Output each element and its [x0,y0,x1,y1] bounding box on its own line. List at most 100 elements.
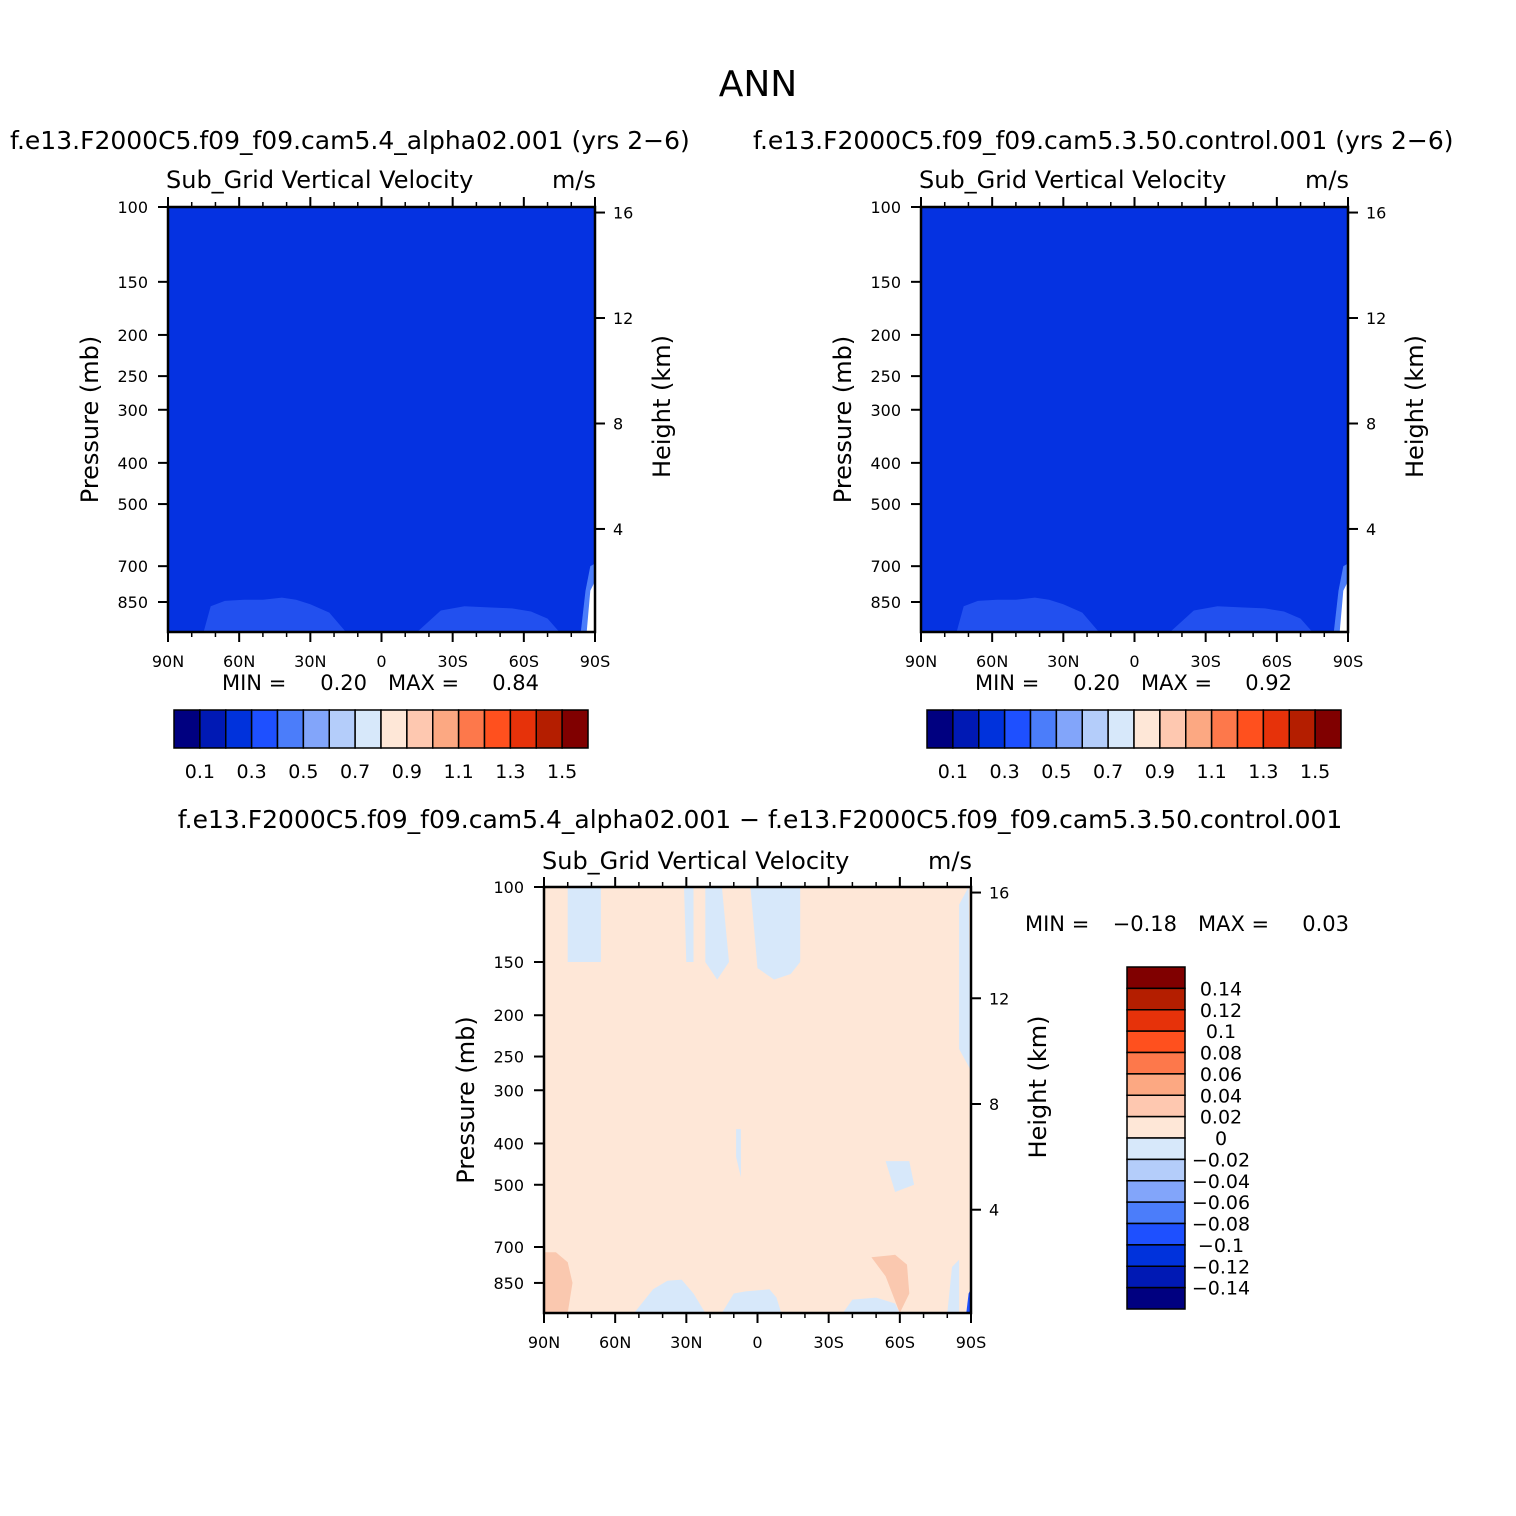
pressure-tick-label: 100 [117,198,148,217]
lat-tick-label: 60N [599,1333,631,1352]
colorbar-box [1126,1030,1186,1054]
diff-min-value: −0.18 [1113,912,1177,936]
control-units: m/s [1305,166,1349,194]
colorbar-label: 1.3 [495,761,525,783]
lat-tick-label: 90S [956,1333,987,1352]
pressure-tick-label: 300 [117,401,148,420]
positive-contour [871,1254,910,1313]
height-tick-label: 12 [989,989,1009,1008]
colorbar-box [1210,709,1239,749]
colorbar-label: 0.1 [1206,1021,1236,1043]
pressure-tick-label: 700 [870,557,901,576]
pressure-tick-label: 400 [870,454,901,473]
colorbar-box [1133,709,1161,749]
colorbar-label: 0.1 [185,761,215,783]
colorbar-box [1288,709,1316,749]
colorbar-label: 1.5 [547,761,577,783]
pressure-tick-label: 150 [117,273,148,292]
lat-tick-label: 0 [376,652,386,671]
diff-min-label: MIN = [1025,912,1089,936]
colorbar-box [483,709,512,749]
colorbar-label: 0.08 [1200,1043,1242,1065]
colorbar-box [952,709,980,749]
pressure-tick-label: 250 [870,367,901,386]
pressure-tick-label: 200 [117,326,148,345]
colorbar-box [1126,1009,1186,1032]
field-fill [168,207,595,632]
colorbar-label: 0.5 [1041,761,1071,783]
colorbar-label: 1.1 [443,761,473,783]
positive-contour [544,1252,573,1313]
diff-colorbar: 0.140.120.10.080.060.040.020−0.02−0.04−0… [1126,966,1250,1310]
colorbar-label: 1.1 [1196,761,1226,783]
colorbar-box [1126,966,1186,990]
height-tick-label: 12 [613,309,633,328]
low-level-contour [203,597,346,632]
pressure-tick-label: 150 [493,953,524,972]
height-tick-label: 4 [1366,520,1376,539]
pressure-tick-label: 200 [493,1006,524,1025]
pressure-tick-label: 250 [117,367,148,386]
colorbar-box [1236,709,1265,749]
colorbar-box [1126,1180,1186,1203]
pressure-tick-label: 700 [117,557,148,576]
colorbar-label: −0.04 [1192,1171,1250,1193]
colorbar-label: 0.1 [938,761,968,783]
colorbar-box [380,709,408,749]
colorbar-label: 0 [1215,1128,1227,1150]
pressure-tick-label: 500 [870,495,901,514]
negative-contour [959,887,971,1071]
control-max-value: 0.92 [1245,671,1292,695]
negative-contour [721,1289,782,1313]
diff-plot: 100 150 200 250 300 400 500 700 850 16 12 8 4 90N 60N 3… [452,877,1052,1352]
negative-contour [842,1297,900,1313]
negative-contour [947,1259,960,1313]
colorbar-box [509,709,538,749]
test-min-label: MIN = [222,671,286,695]
control-min-value: 0.20 [1073,671,1120,695]
colorbar-label: 0.3 [236,761,266,783]
colorbar-box [1003,709,1032,749]
pressure-tick-label: 400 [117,454,148,473]
colorbar-box [432,709,460,749]
lat-tick-label: 0 [1129,652,1139,671]
diff-units: m/s [928,847,972,875]
height-tick-label: 16 [613,204,633,223]
negative-contour [750,887,801,980]
colorbar-label: 0.06 [1200,1064,1242,1086]
pressure-tick-label: 850 [493,1274,524,1293]
terrain-mask [586,581,595,632]
negative-contour [567,887,601,962]
lat-tick-label: 90N [905,652,937,671]
negative-contour [634,1279,706,1313]
negative-contour [684,887,694,962]
lat-tick-label: 60N [223,652,255,671]
colorbar-box [457,709,486,749]
test-case-title: f.e13.F2000C5.f09_f09.cam5.4_alpha02.001… [10,126,690,155]
pressure-tick-label: 850 [870,593,901,612]
colorbar-box [926,709,954,749]
diff-min-max: MIN = −0.18 MAX = 0.03 [1025,912,1349,936]
colorbar-box [199,709,227,749]
test-colorbar: 0.1 0.3 0.5 0.7 0.9 1.1 1.3 1.5 [173,709,589,783]
lat-tick-label: 30N [1047,652,1079,671]
colorbar-box [1107,709,1135,749]
colorbar-label: 0.14 [1200,978,1242,1000]
lat-tick-label: 30N [670,1333,702,1352]
y-axis-label: Pressure (mb) [829,336,857,503]
height-tick-label: 8 [1366,414,1376,433]
test-plot: 100 150 200 250 300 400 500 700 850 16 12 8 4 90N 60N 3… [76,197,676,671]
colorbar-label: 1.3 [1248,761,1278,783]
colorbar-box [1081,709,1109,749]
colorbar-box [225,709,253,749]
colorbar-box [535,709,563,749]
lat-tick-label: 60S [1262,652,1293,671]
colorbar-box [1314,709,1342,749]
page-title: ANN [719,64,798,105]
y-axis-label: Pressure (mb) [452,1016,480,1183]
test-units: m/s [552,166,596,194]
colorbar-box [1126,1094,1186,1118]
low-level-contour [417,606,560,632]
pressure-tick-label: 300 [870,401,901,420]
